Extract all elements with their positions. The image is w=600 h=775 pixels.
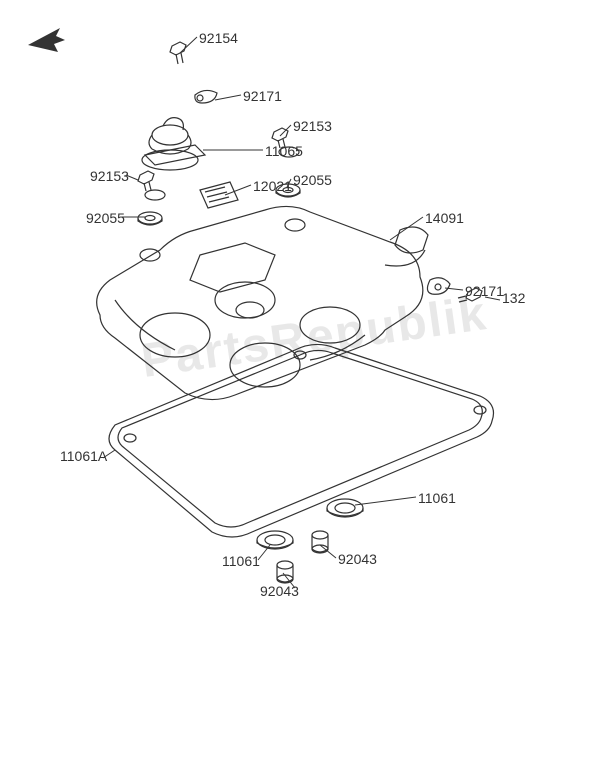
part-cap-11065 <box>142 118 205 170</box>
label-92043a: 92043 <box>338 551 377 567</box>
label-92171b: 92171 <box>465 283 504 299</box>
part-seal-11061-right <box>327 499 363 517</box>
label-11061b: 11061 <box>418 490 456 506</box>
label-92043b: 92043 <box>260 583 299 599</box>
label-11065: 11065 <box>265 143 303 159</box>
parts-diagram: PartsRepublik <box>0 0 600 775</box>
label-12021: 12021 <box>253 178 292 194</box>
label-92055b: 92055 <box>86 210 125 226</box>
part-pin-92043-left <box>277 561 293 583</box>
part-washer-92055-left <box>138 212 162 225</box>
label-132: 132 <box>502 290 525 306</box>
part-clamp-92171-top <box>195 90 217 103</box>
label-14091: 14091 <box>425 210 464 226</box>
diagram-svg <box>0 0 600 775</box>
label-92153b: 92153 <box>293 118 332 134</box>
label-92153a: 92153 <box>90 168 129 184</box>
direction-arrow <box>28 28 65 52</box>
part-bolt-92153-left <box>138 171 165 200</box>
part-bolt-92154 <box>170 42 186 64</box>
part-clamp-92171-right <box>427 278 450 295</box>
label-11061c: 11061 <box>222 553 260 569</box>
part-seal-11061-left <box>257 531 293 549</box>
part-gasket-11061a <box>109 344 494 537</box>
label-92055a: 92055 <box>293 172 332 188</box>
part-plate-12021 <box>200 182 238 208</box>
label-92154: 92154 <box>199 30 238 46</box>
label-11061a: 11061A <box>60 448 107 464</box>
label-92171a: 92171 <box>243 88 282 104</box>
